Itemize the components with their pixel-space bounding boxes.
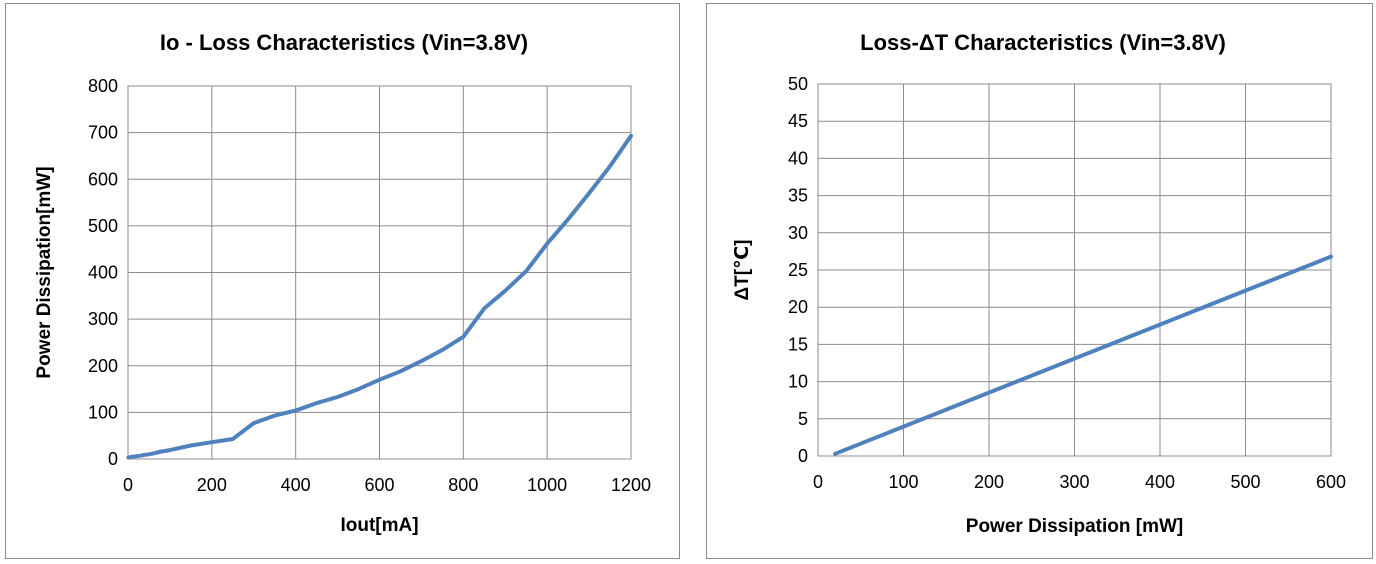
y-tick-label: 500: [88, 216, 118, 236]
y-tick-label: 35: [788, 186, 808, 206]
series-line: [833, 254, 1333, 456]
y-tick-label: 40: [788, 148, 808, 168]
x-tick-label: 0: [813, 472, 823, 492]
y-tick-label: 800: [88, 76, 118, 96]
chart-panel-io-loss: 0 200 400 600 800 1000 1200 0 100 200 300 400 500 600…: [5, 3, 680, 559]
y-tick-label: 0: [798, 446, 808, 466]
x-axis-title: Power Dissipation [mW]: [966, 516, 1183, 537]
x-axis-title: Iout[mA]: [340, 515, 418, 536]
y-tick-label: 45: [788, 111, 808, 131]
x-tick-label: 0: [123, 475, 133, 495]
series-line: [126, 133, 633, 460]
x-tick-label: 400: [1145, 472, 1175, 492]
y-axis-title: Power Dissipation[mW]: [34, 166, 55, 378]
x-tick-label: 200: [197, 475, 227, 495]
x-tick-label: 200: [974, 472, 1004, 492]
plot-area: [127, 85, 632, 460]
chart-loss-dt: 0 100 200 300 400 500 600 0 5 10 15 20 25 30 35 40 45 50 L…: [732, 30, 1346, 537]
x-tick-label: 1000: [527, 475, 567, 495]
x-tick-label: 1200: [611, 475, 651, 495]
y-tick-label: 400: [88, 263, 118, 283]
y-tick-label: 700: [88, 123, 118, 143]
chart-title: Loss-ΔT Characteristics (Vin=3.8V): [860, 30, 1226, 55]
chart-io-loss: 0 200 400 600 800 1000 1200 0 100 200 300 400 500 600…: [34, 30, 651, 536]
y-tick-label: 15: [788, 334, 808, 354]
y-axis-title: ΔT[℃]: [732, 240, 753, 301]
y-tick-label: 300: [88, 309, 118, 329]
y-tick-label: 600: [88, 169, 118, 189]
y-tick-label: 10: [788, 372, 808, 392]
x-tick-label: 500: [1230, 472, 1260, 492]
y-tick-label: 0: [108, 449, 118, 469]
y-tick-label: 25: [788, 260, 808, 280]
y-tick-label: 20: [788, 297, 808, 317]
x-tick-label: 100: [888, 472, 918, 492]
y-tick-label: 5: [798, 409, 808, 429]
x-tick-label: 800: [448, 475, 478, 495]
chart-panel-loss-dt: 0 100 200 300 400 500 600 0 5 10 15 20 25 30 35 40 45 50 L…: [706, 3, 1373, 559]
x-tick-label: 600: [364, 475, 394, 495]
y-tick-label: 50: [788, 74, 808, 94]
x-tick-label: 400: [281, 475, 311, 495]
chart-title: Io - Loss Characteristics (Vin=3.8V): [160, 30, 528, 55]
y-tick-label: 200: [88, 356, 118, 376]
y-tick-label: 30: [788, 223, 808, 243]
y-tick-label: 100: [88, 402, 118, 422]
x-tick-label: 600: [1316, 472, 1346, 492]
plot-area: [817, 83, 1332, 457]
x-tick-label: 300: [1059, 472, 1089, 492]
